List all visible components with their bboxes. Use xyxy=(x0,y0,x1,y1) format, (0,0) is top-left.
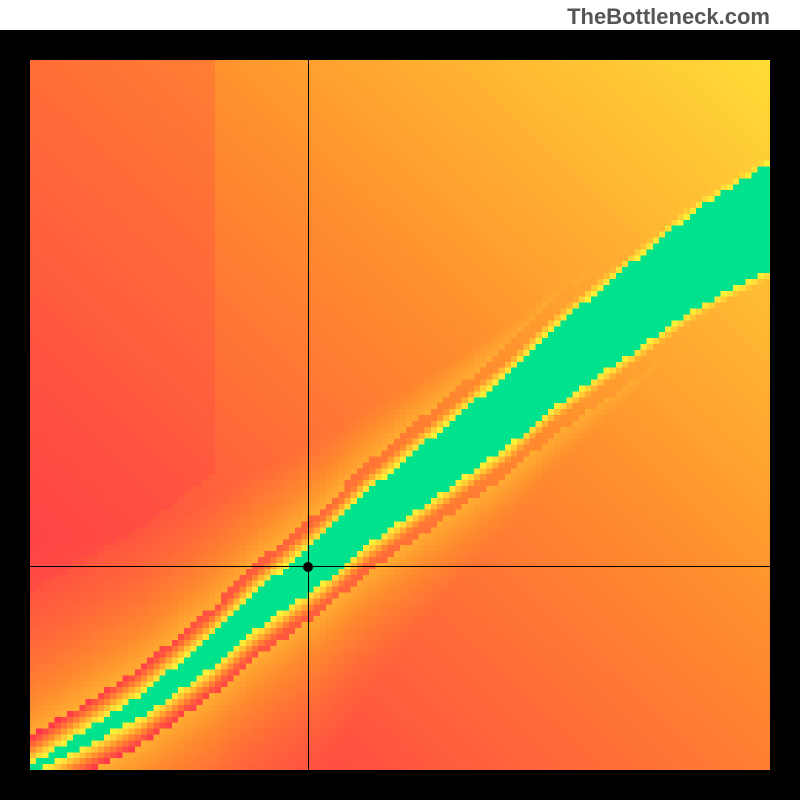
heatmap-plot-area xyxy=(30,60,770,770)
heatmap-canvas xyxy=(30,60,770,770)
crosshair-horizontal xyxy=(30,566,770,567)
chart-stage: { "watermark": { "text": "TheBottleneck.… xyxy=(0,0,800,800)
watermark-text: TheBottleneck.com xyxy=(567,4,770,30)
crosshair-vertical xyxy=(308,60,309,770)
